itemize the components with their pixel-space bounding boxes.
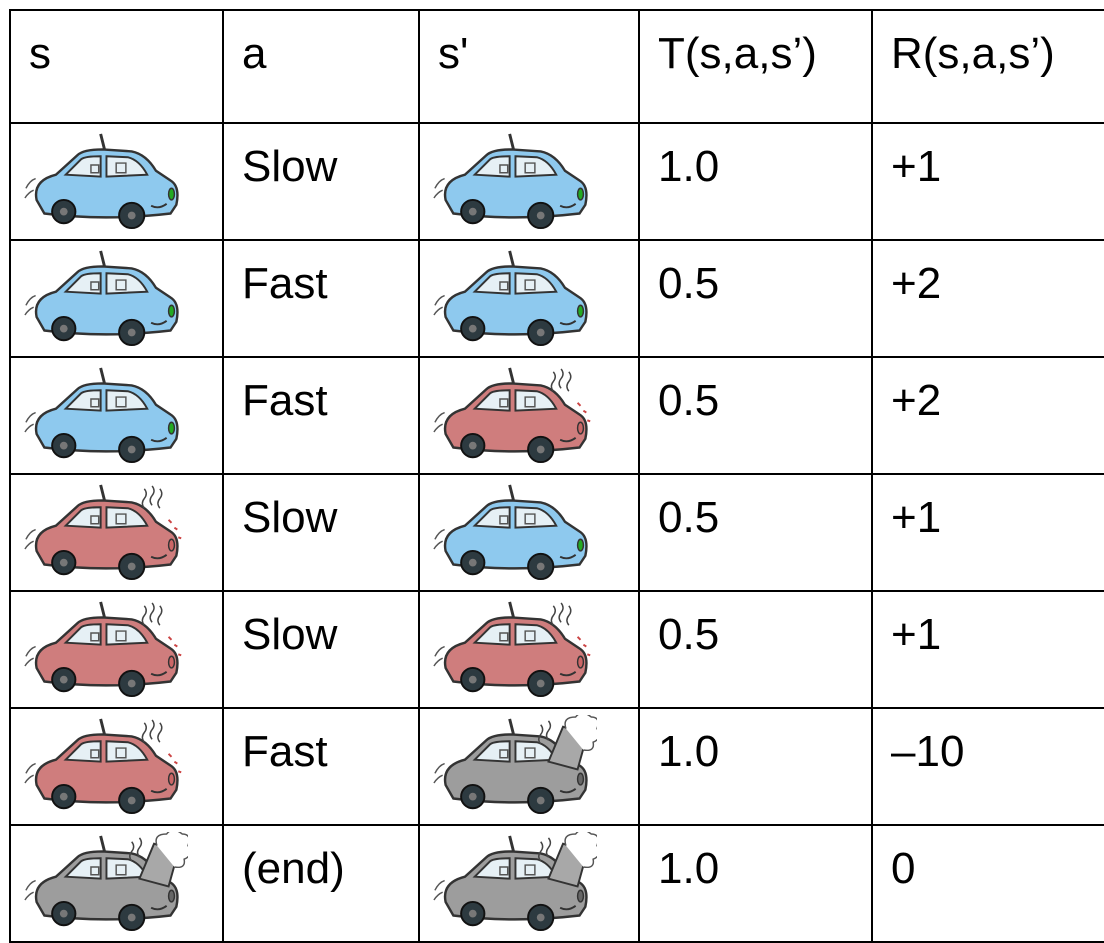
state-cell xyxy=(418,356,640,475)
transition-table: s a s' T(s,a,s’) R(s,a,s’) Slow 1.0 +1 F… xyxy=(9,9,1104,943)
probability-cell: 0.5 xyxy=(638,473,873,592)
header-cell: s xyxy=(9,9,224,124)
table-row: Slow 1.0 +1 xyxy=(9,122,1104,241)
state-cell xyxy=(418,824,640,943)
state-cell xyxy=(9,122,224,241)
action-cell: Slow xyxy=(222,122,420,241)
action-cell: Fast xyxy=(222,356,420,475)
probability-cell: 0.5 xyxy=(638,590,873,709)
state-cell xyxy=(9,356,224,475)
warm-car xyxy=(23,715,188,817)
probability-cell: 1.0 xyxy=(638,824,873,943)
warm-car xyxy=(432,364,597,466)
action-cell: Slow xyxy=(222,590,420,709)
table-row: Fast 0.5 +2 xyxy=(9,356,1104,475)
reward-cell: +1 xyxy=(871,122,1104,241)
header-cell: T(s,a,s’) xyxy=(638,9,873,124)
action-cell: Fast xyxy=(222,707,420,826)
state-cell xyxy=(9,239,224,358)
overheated-car xyxy=(23,832,188,934)
header-cell: R(s,a,s’) xyxy=(871,9,1104,124)
state-cell xyxy=(9,707,224,826)
state-cell xyxy=(418,707,640,826)
header-cell: a xyxy=(222,9,420,124)
table-row: (end) 1.0 0 xyxy=(9,824,1104,943)
state-cell xyxy=(418,473,640,592)
state-cell xyxy=(418,239,640,358)
warm-car xyxy=(23,481,188,583)
reward-cell: –10 xyxy=(871,707,1104,826)
action-cell: Fast xyxy=(222,239,420,358)
state-cell xyxy=(9,590,224,709)
cool-car xyxy=(432,247,597,349)
cool-car xyxy=(23,364,188,466)
state-cell xyxy=(418,122,640,241)
state-cell xyxy=(418,590,640,709)
cool-car xyxy=(432,481,597,583)
warm-car xyxy=(23,598,188,700)
table-row: Fast 1.0 –10 xyxy=(9,707,1104,826)
reward-cell: +2 xyxy=(871,239,1104,358)
header-row: s a s' T(s,a,s’) R(s,a,s’) xyxy=(9,9,1104,124)
probability-cell: 0.5 xyxy=(638,356,873,475)
header-cell: s' xyxy=(418,9,640,124)
reward-cell: +1 xyxy=(871,590,1104,709)
reward-cell: +2 xyxy=(871,356,1104,475)
action-cell: (end) xyxy=(222,824,420,943)
state-cell xyxy=(9,824,224,943)
reward-cell: +1 xyxy=(871,473,1104,592)
warm-car xyxy=(432,598,597,700)
probability-cell: 1.0 xyxy=(638,122,873,241)
state-cell xyxy=(9,473,224,592)
reward-cell: 0 xyxy=(871,824,1104,943)
cool-car xyxy=(23,130,188,232)
table-row: Fast 0.5 +2 xyxy=(9,239,1104,358)
probability-cell: 0.5 xyxy=(638,239,873,358)
cool-car xyxy=(23,247,188,349)
action-cell: Slow xyxy=(222,473,420,592)
overheated-car xyxy=(432,715,597,817)
probability-cell: 1.0 xyxy=(638,707,873,826)
table-row: Slow 0.5 +1 xyxy=(9,473,1104,592)
cool-car xyxy=(432,130,597,232)
overheated-car xyxy=(432,832,597,934)
table-row: Slow 0.5 +1 xyxy=(9,590,1104,709)
